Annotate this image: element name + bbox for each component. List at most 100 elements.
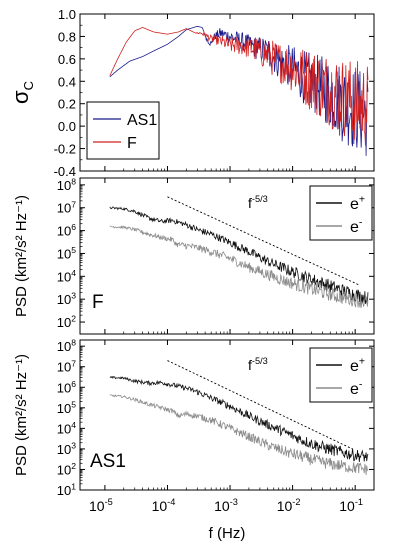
text-layer: -0.4-0.20.00.20.40.60.81.010210310410510… bbox=[8, 7, 373, 542]
bottom-ytick-label-base: 10 bbox=[57, 462, 71, 477]
bottom-panel-label: AS1 bbox=[90, 451, 126, 472]
middle-legend-label-e-minus-exponent: - bbox=[359, 216, 363, 228]
middle-slope-label-exponent: -5/3 bbox=[252, 194, 268, 204]
middle-ytick-label-base: 10 bbox=[57, 246, 71, 261]
middle-slope-label: f-5/3 bbox=[248, 194, 268, 211]
top-ylabel-symbol: σ bbox=[8, 90, 33, 104]
top-ytick-label: -0.2 bbox=[54, 142, 76, 157]
middle-ytick-label: 103 bbox=[57, 291, 76, 307]
bottom-ylabel: PSD (km²/s² Hz⁻¹) bbox=[13, 354, 30, 476]
bottom-legend-label-e-plus-exponent: + bbox=[359, 355, 365, 367]
top-legend-box bbox=[86, 101, 160, 160]
bottom-xtick-label: 10-5 bbox=[89, 497, 113, 514]
middle-ytick-label-base: 10 bbox=[57, 315, 71, 330]
bottom-legend-label-e-minus-base: e bbox=[350, 381, 359, 398]
data-layer bbox=[109, 25, 369, 476]
middle-legend-label-e-plus-exponent: + bbox=[359, 193, 365, 205]
bottom-xtick-label-base: 10 bbox=[214, 498, 230, 514]
bottom-ytick-label: 108 bbox=[57, 338, 76, 354]
middle-ytick-label-base: 10 bbox=[57, 292, 71, 307]
bottom-xtick-label-exponent: -2 bbox=[292, 497, 300, 507]
top-legend-label-as1: AS1 bbox=[127, 112, 157, 129]
middle-ytick-label: 106 bbox=[57, 222, 76, 238]
bottom-xtick-label-exponent: -5 bbox=[105, 497, 113, 507]
bottom-legend-label-e-minus-exponent: - bbox=[359, 378, 363, 390]
middle-legend-label-e-plus: e+ bbox=[350, 193, 365, 213]
middle-ytick-label-base: 10 bbox=[57, 224, 71, 239]
middle-ytick-label-exponent: 6 bbox=[71, 222, 76, 232]
bottom-ytick-label-exponent: 8 bbox=[71, 338, 76, 348]
middle-legend-box bbox=[309, 185, 373, 241]
bottom-xtick-label-exponent: -3 bbox=[230, 497, 238, 507]
bottom-ytick-label: 105 bbox=[57, 399, 76, 415]
top-ylabel-subscript: C bbox=[21, 81, 36, 90]
bottom-slope-label: f-5/3 bbox=[248, 356, 268, 373]
bottom-ytick-label-exponent: 6 bbox=[71, 379, 76, 389]
bottom-xtick-label-base: 10 bbox=[339, 498, 355, 514]
middle-ytick-label: 102 bbox=[57, 314, 76, 330]
bottom-ytick-label-base: 10 bbox=[57, 360, 71, 375]
bottom-slope-label-base: f bbox=[248, 357, 252, 373]
bottom-ytick-label-exponent: 2 bbox=[71, 461, 76, 471]
top-ytick-label: -0.4 bbox=[54, 164, 76, 179]
bottom-series-e--line bbox=[109, 375, 369, 462]
top-ytick-label: 0.4 bbox=[58, 74, 76, 89]
bottom-xtick-label-base: 10 bbox=[277, 498, 293, 514]
bottom-ytick-label: 102 bbox=[57, 461, 76, 477]
bottom-ytick-label: 106 bbox=[57, 379, 76, 395]
middle-legend-label-e-minus: e- bbox=[350, 216, 363, 236]
bottom-ytick-label-exponent: 1 bbox=[71, 482, 76, 492]
bottom-ytick-label-base: 10 bbox=[57, 339, 71, 354]
middle-panel-label: F bbox=[92, 292, 104, 313]
bottom-xtick-label: 10-2 bbox=[277, 497, 301, 514]
middle-ytick-label-exponent: 5 bbox=[71, 245, 76, 255]
top-ytick-label: 0.8 bbox=[58, 29, 76, 44]
top-ytick-label: 0.2 bbox=[58, 97, 76, 112]
bottom-ytick-label-exponent: 7 bbox=[71, 358, 76, 368]
bottom-ytick-label: 104 bbox=[57, 420, 76, 436]
bottom-legend-label-e-plus: e+ bbox=[350, 355, 365, 375]
top-ytick-label: 0.0 bbox=[58, 119, 76, 134]
bottom-xtick-label: 10-4 bbox=[152, 497, 176, 514]
bottom-ytick-label-base: 10 bbox=[57, 380, 71, 395]
top-series-f-line bbox=[109, 27, 369, 146]
middle-ytick-label-exponent: 7 bbox=[71, 199, 76, 209]
bottom-slope-label-exponent: -5/3 bbox=[252, 356, 268, 366]
middle-series-e--line bbox=[109, 225, 369, 308]
bottom-xlabel: f (Hz) bbox=[209, 525, 246, 542]
middle-legend-label-e-minus-base: e bbox=[350, 219, 359, 236]
bottom-legend-label-e-plus-base: e bbox=[350, 358, 359, 375]
middle-ytick-label-base: 10 bbox=[57, 269, 71, 284]
middle-ytick-label: 104 bbox=[57, 268, 76, 284]
middle-ytick-label-exponent: 3 bbox=[71, 291, 76, 301]
bottom-xtick-label-base: 10 bbox=[89, 498, 105, 514]
middle-reference-slope-line bbox=[167, 196, 361, 286]
bottom-ytick-label-base: 10 bbox=[57, 483, 71, 498]
bottom-ytick-label: 101 bbox=[57, 482, 76, 498]
bottom-ytick-label-base: 10 bbox=[57, 421, 71, 436]
middle-series-e--line bbox=[109, 206, 369, 305]
bottom-ytick-label-base: 10 bbox=[57, 401, 71, 416]
top-ylabel: σC bbox=[8, 81, 36, 104]
top-legend-label-f: F bbox=[127, 135, 137, 152]
top-ytick-label: 1.0 bbox=[58, 7, 76, 22]
bottom-ytick-label: 103 bbox=[57, 440, 76, 456]
bottom-ytick-label-exponent: 4 bbox=[71, 420, 76, 430]
bottom-ytick-label-base: 10 bbox=[57, 442, 71, 457]
frame-layer bbox=[79, 13, 375, 491]
bottom-legend-label-e-minus: e- bbox=[350, 378, 363, 398]
middle-ytick-label-base: 10 bbox=[57, 178, 71, 193]
bottom-ytick-label-exponent: 3 bbox=[71, 440, 76, 450]
bottom-xtick-label-base: 10 bbox=[152, 498, 168, 514]
bottom-series-e--line bbox=[109, 394, 369, 476]
middle-ytick-label-exponent: 4 bbox=[71, 268, 76, 278]
middle-slope-label-base: f bbox=[248, 195, 252, 211]
bottom-legend-box bbox=[309, 347, 373, 403]
bottom-xtick-label-exponent: -1 bbox=[355, 497, 363, 507]
bottom-xtick-label: 10-1 bbox=[339, 497, 363, 514]
middle-ytick-label-exponent: 8 bbox=[71, 176, 76, 186]
middle-ytick-label-base: 10 bbox=[57, 201, 71, 216]
middle-legend-label-e-plus-base: e bbox=[350, 196, 359, 213]
